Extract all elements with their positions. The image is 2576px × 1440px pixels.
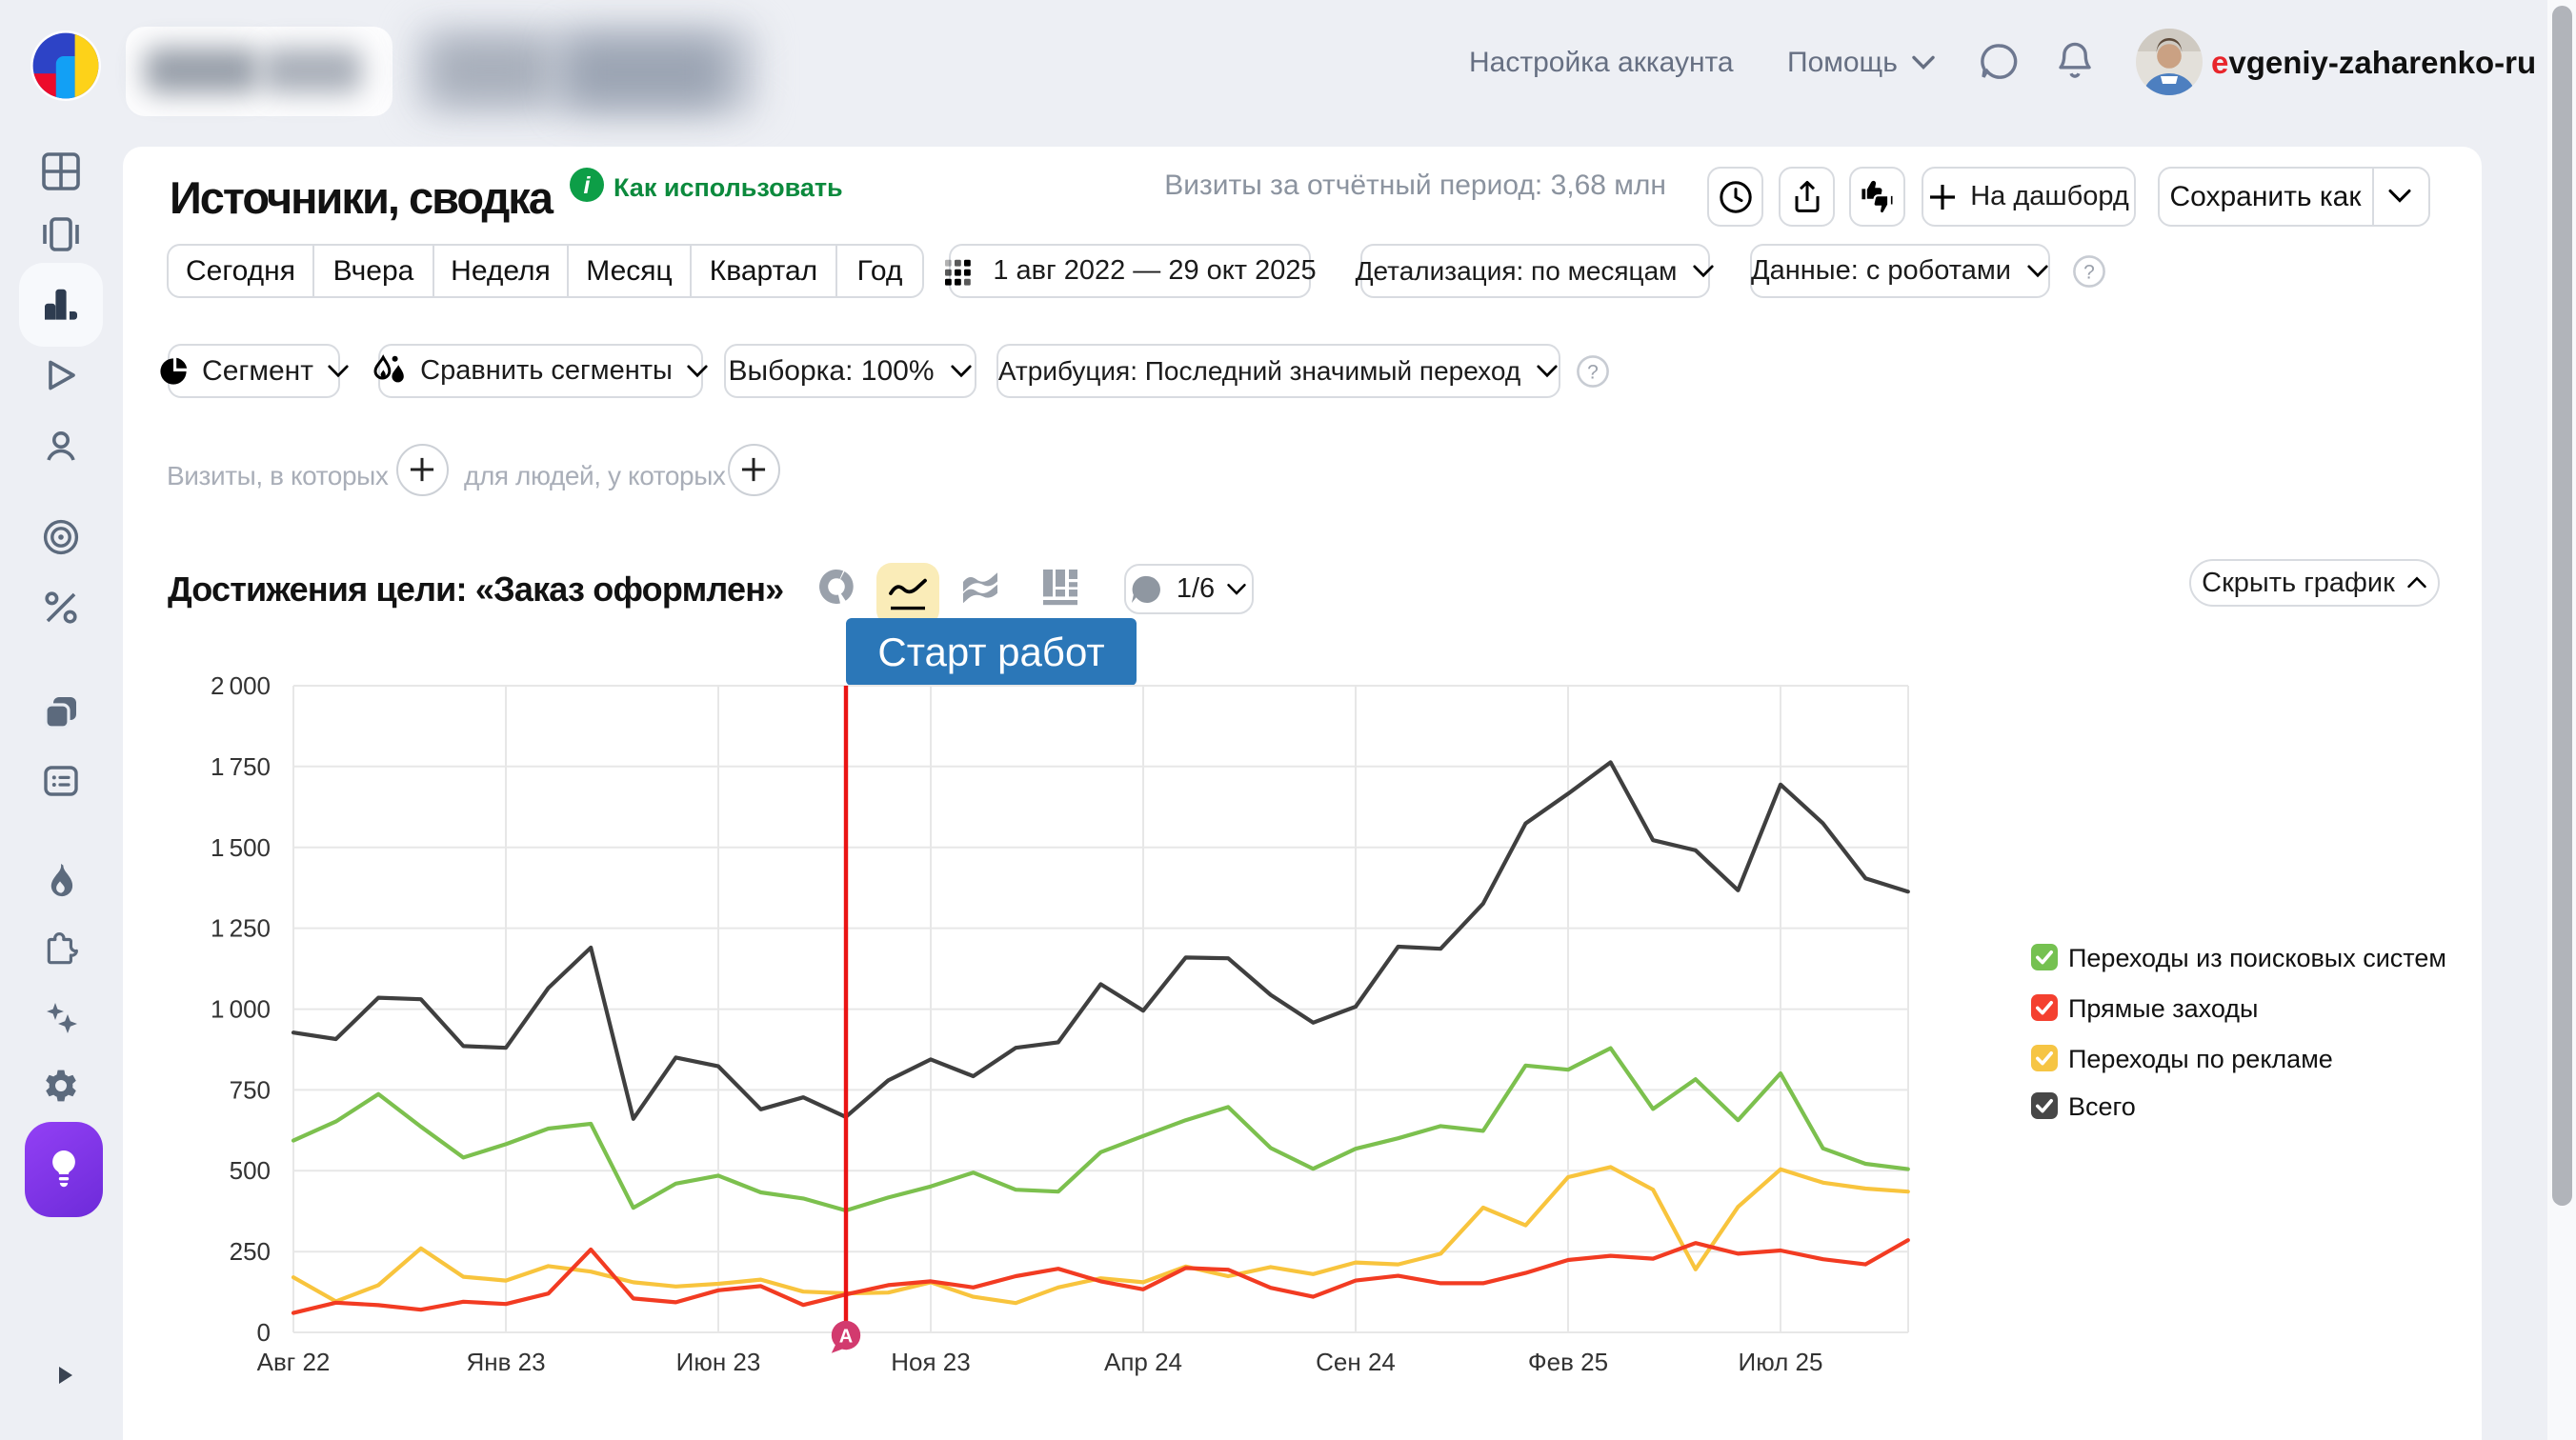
svg-text:Сен 24: Сен 24 bbox=[1316, 1348, 1396, 1376]
svg-text:?: ? bbox=[2083, 262, 2095, 284]
svg-text:Июн 23: Июн 23 bbox=[676, 1348, 761, 1376]
svg-text:1 500: 1 500 bbox=[211, 833, 271, 862]
svg-text:Янв 23: Янв 23 bbox=[466, 1348, 545, 1376]
svg-text:0: 0 bbox=[257, 1318, 271, 1347]
svg-text:250: 250 bbox=[230, 1237, 271, 1266]
svg-text:Июл 25: Июл 25 bbox=[1739, 1348, 1823, 1376]
svg-text:Ноя 23: Ноя 23 bbox=[891, 1348, 970, 1376]
svg-text:Авг 22: Авг 22 bbox=[257, 1348, 331, 1376]
svg-text:Фев 25: Фев 25 bbox=[1528, 1348, 1608, 1376]
svg-text:1 250: 1 250 bbox=[211, 914, 271, 943]
svg-text:Апр 24: Апр 24 bbox=[1104, 1348, 1182, 1376]
svg-text:A: A bbox=[839, 1327, 853, 1348]
svg-text:2 000: 2 000 bbox=[211, 671, 271, 700]
svg-text:500: 500 bbox=[230, 1156, 271, 1185]
svg-text:i: i bbox=[584, 172, 592, 199]
svg-text:1 000: 1 000 bbox=[211, 995, 271, 1024]
svg-text:750: 750 bbox=[230, 1075, 271, 1104]
svg-text:?: ? bbox=[1587, 362, 1599, 384]
svg-text:1 750: 1 750 bbox=[211, 752, 271, 781]
